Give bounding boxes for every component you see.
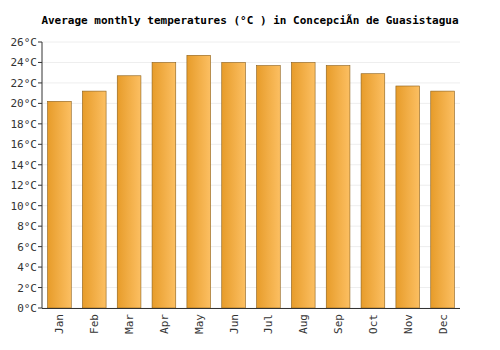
tick-label: 18°C (11, 118, 38, 131)
tick-mark (38, 246, 42, 247)
category-label: Apr (158, 314, 171, 334)
category-label: Jul (262, 314, 275, 334)
tick-mark (38, 144, 42, 145)
bars (48, 55, 455, 308)
tick-mark (38, 164, 42, 165)
tick-mark (38, 226, 42, 227)
bar (396, 86, 420, 308)
x-axis (42, 308, 460, 309)
grid-line (42, 62, 460, 63)
tick-label: 26°C (11, 36, 38, 49)
tick-label: 0°C (17, 302, 37, 315)
tick-label: 24°C (11, 56, 38, 69)
category-label: Sep (332, 314, 345, 334)
bar (222, 62, 246, 308)
tick-label: 10°C (11, 200, 38, 213)
bar (82, 91, 106, 308)
bar (361, 74, 385, 308)
tick-label: 20°C (11, 97, 38, 110)
tick-mark (38, 82, 42, 83)
tick-label: 16°C (11, 138, 38, 151)
bar (48, 101, 72, 308)
tick-mark (38, 267, 42, 268)
category-label: Dec (437, 314, 450, 334)
category-label: Aug (297, 314, 310, 334)
grid-line (42, 82, 460, 83)
bar (117, 76, 141, 308)
tick-label: 22°C (11, 77, 38, 90)
category-label: May (193, 314, 206, 334)
tick-mark (38, 308, 42, 309)
tick-label: 12°C (11, 179, 38, 192)
tick-mark (38, 103, 42, 104)
category-label: Nov (402, 314, 415, 334)
grid-line (42, 42, 460, 43)
chart: Average monthly temperatures (°C ) in Co… (0, 0, 500, 350)
bar (152, 62, 176, 308)
tick-mark (38, 123, 42, 124)
tick-mark (38, 42, 42, 43)
tick-label: 8°C (17, 220, 37, 233)
title: Average monthly temperatures (°C ) in Co… (41, 14, 458, 27)
y-axis (42, 42, 43, 308)
tick-label: 6°C (17, 241, 37, 254)
category-label: Jan (53, 314, 66, 334)
category-label: Feb (88, 314, 101, 334)
tick-mark (38, 205, 42, 206)
tick-label: 14°C (11, 159, 38, 172)
tick-mark (38, 185, 42, 186)
category-label: Mar (123, 314, 136, 334)
bar (291, 62, 315, 308)
bar (326, 66, 350, 308)
category-label: Jun (228, 314, 241, 334)
tick-mark (38, 287, 42, 288)
bar (257, 66, 281, 308)
category-label: Oct (367, 314, 380, 334)
tick-mark (38, 62, 42, 63)
bar (431, 91, 455, 308)
bar (187, 55, 211, 308)
tick-label: 4°C (17, 261, 37, 274)
tick-label: 2°C (17, 282, 37, 295)
